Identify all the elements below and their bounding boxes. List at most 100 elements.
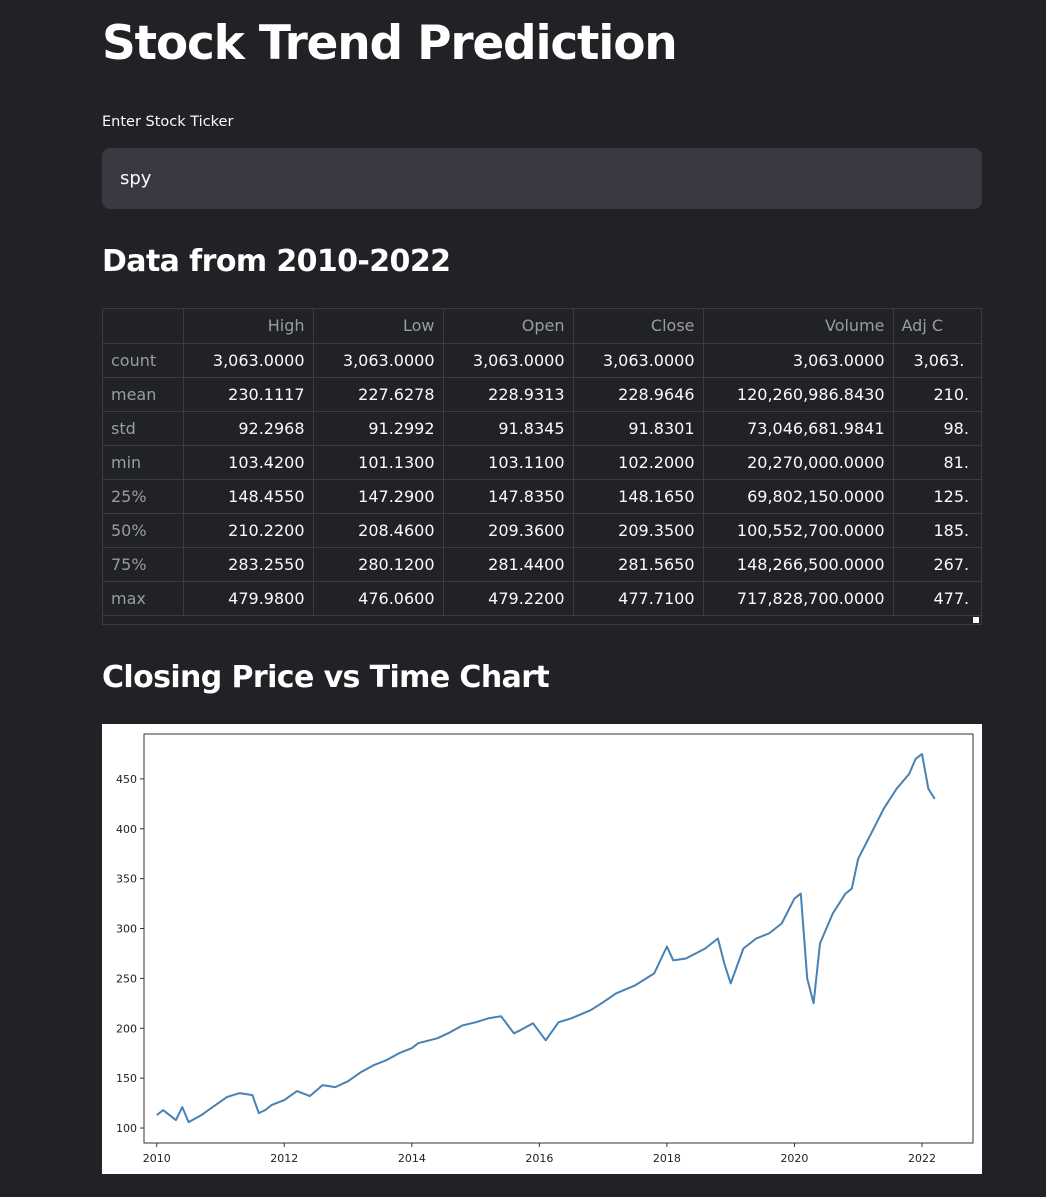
column-header-low[interactable]: Low <box>313 309 444 344</box>
column-header-close[interactable]: Close <box>573 309 704 344</box>
table-row: count 3,063.0000 3,063.0000 3,063.0000 3… <box>103 343 981 378</box>
table-cell: 120,260,986.8430 <box>703 377 894 412</box>
y-tick-label: 400 <box>116 823 137 836</box>
table-cell: 3,063.0000 <box>573 343 704 378</box>
table-cell: 91.8345 <box>443 411 574 446</box>
table-cell: 3,063.0000 <box>443 343 574 378</box>
table-cell: 148.1650 <box>573 479 704 514</box>
closing-price-chart: 100 150 200 250 300 350 400 450 2010 2012 2014 201… <box>102 724 982 1174</box>
table-cell: 3,063.0000 <box>703 343 894 378</box>
table-cell: 209.3500 <box>573 513 704 548</box>
x-tick-label: 2018 <box>653 1152 681 1165</box>
table-row: mean 230.1117 227.6278 228.9313 228.9646… <box>103 377 981 412</box>
table-cell: 227.6278 <box>313 377 444 412</box>
table-cell: 103.1100 <box>443 445 574 480</box>
table-cell: 230.1117 <box>183 377 314 412</box>
table-cell: 148,266,500.0000 <box>703 547 894 582</box>
y-axis: 100 150 200 250 300 350 400 450 <box>116 773 144 1135</box>
table-cell: 148.4550 <box>183 479 314 514</box>
table-cell: 91.2992 <box>313 411 444 446</box>
column-header-high[interactable]: High <box>183 309 314 344</box>
table-row: 75% 283.2550 280.1200 281.4400 281.5650 … <box>103 547 981 582</box>
row-index: 25% <box>103 479 184 514</box>
table-cell: 281.4400 <box>443 547 574 582</box>
row-index: count <box>103 343 184 378</box>
close-price-line <box>156 753 936 1124</box>
x-tick-label: 2010 <box>143 1152 171 1165</box>
column-header-volume[interactable]: Volume <box>703 309 894 344</box>
table-row: 25% 148.4550 147.2900 147.8350 148.1650 … <box>103 479 981 514</box>
ticker-input[interactable] <box>120 168 964 189</box>
table-cell: 479.9800 <box>183 581 314 616</box>
y-tick-label: 200 <box>116 1022 137 1035</box>
y-tick-label: 300 <box>116 923 137 936</box>
page-title: Stock Trend Prediction <box>102 16 678 71</box>
row-index: mean <box>103 377 184 412</box>
table-header-row: High Low Open Close Volume Adj C <box>103 309 981 344</box>
table-cell: 147.2900 <box>313 479 444 514</box>
table-cell: 73,046,681.9841 <box>703 411 894 446</box>
ticker-input-container[interactable] <box>102 148 982 209</box>
chart-series <box>156 753 936 1124</box>
table-cell: 100,552,700.0000 <box>703 513 894 548</box>
describe-table[interactable]: High Low Open Close Volume Adj C count 3… <box>102 308 982 625</box>
row-index: min <box>103 445 184 480</box>
y-tick-label: 250 <box>116 972 137 985</box>
x-tick-label: 2020 <box>780 1152 808 1165</box>
table-cell: 3,063.0000 <box>183 343 314 378</box>
column-header-open[interactable]: Open <box>443 309 574 344</box>
column-header[interactable] <box>103 309 184 344</box>
stats-table: High Low Open Close Volume Adj C count 3… <box>103 309 981 616</box>
table-cell: 228.9646 <box>573 377 704 412</box>
table-cell: 20,270,000.0000 <box>703 445 894 480</box>
table-cell: 3,063. <box>893 343 981 378</box>
table-cell: 3,063.0000 <box>313 343 444 378</box>
table-row: 50% 210.2200 208.4600 209.3600 209.3500 … <box>103 513 981 548</box>
x-tick-label: 2022 <box>908 1152 936 1165</box>
table-cell: 479.2200 <box>443 581 574 616</box>
x-tick-label: 2012 <box>270 1152 298 1165</box>
y-tick-label: 150 <box>116 1072 137 1085</box>
table-cell: 92.2968 <box>183 411 314 446</box>
chart-plot-frame <box>143 733 974 1144</box>
row-index: 75% <box>103 547 184 582</box>
table-cell: 209.3600 <box>443 513 574 548</box>
table-cell: 208.4600 <box>313 513 444 548</box>
table-cell: 125. <box>893 479 981 514</box>
table-cell: 281.5650 <box>573 547 704 582</box>
x-tick-label: 2014 <box>398 1152 426 1165</box>
table-cell: 476.0600 <box>313 581 444 616</box>
table-cell: 210. <box>893 377 981 412</box>
column-header-adj-close[interactable]: Adj C <box>893 309 981 344</box>
table-cell: 91.8301 <box>573 411 704 446</box>
x-tick-label: 2016 <box>525 1152 553 1165</box>
table-row: max 479.9800 476.0600 479.2200 477.7100 … <box>103 581 981 616</box>
table-row: min 103.4200 101.1300 103.1100 102.2000 … <box>103 445 981 480</box>
table-row: std 92.2968 91.2992 91.8345 91.8301 73,0… <box>103 411 981 446</box>
table-cell: 477.7100 <box>573 581 704 616</box>
table-cell: 185. <box>893 513 981 548</box>
table-cell: 101.1300 <box>313 445 444 480</box>
table-resize-handle[interactable] <box>973 617 979 623</box>
y-tick-label: 450 <box>116 773 137 786</box>
row-index: std <box>103 411 184 446</box>
x-axis: 2010 2012 2014 2016 2018 2020 2022 <box>143 1143 936 1165</box>
y-tick-label: 350 <box>116 873 137 886</box>
row-index: 50% <box>103 513 184 548</box>
table-cell: 147.8350 <box>443 479 574 514</box>
table-cell: 69,802,150.0000 <box>703 479 894 514</box>
table-cell: 228.9313 <box>443 377 574 412</box>
table-cell: 81. <box>893 445 981 480</box>
table-cell: 98. <box>893 411 981 446</box>
table-cell: 283.2550 <box>183 547 314 582</box>
table-cell: 717,828,700.0000 <box>703 581 894 616</box>
table-cell: 267. <box>893 547 981 582</box>
table-cell: 477. <box>893 581 981 616</box>
data-section-title: Data from 2010-2022 <box>102 244 451 279</box>
table-cell: 103.4200 <box>183 445 314 480</box>
chart-section-title: Closing Price vs Time Chart <box>102 660 550 695</box>
y-tick-label: 100 <box>116 1122 137 1135</box>
table-cell: 102.2000 <box>573 445 704 480</box>
ticker-input-label: Enter Stock Ticker <box>102 114 234 130</box>
